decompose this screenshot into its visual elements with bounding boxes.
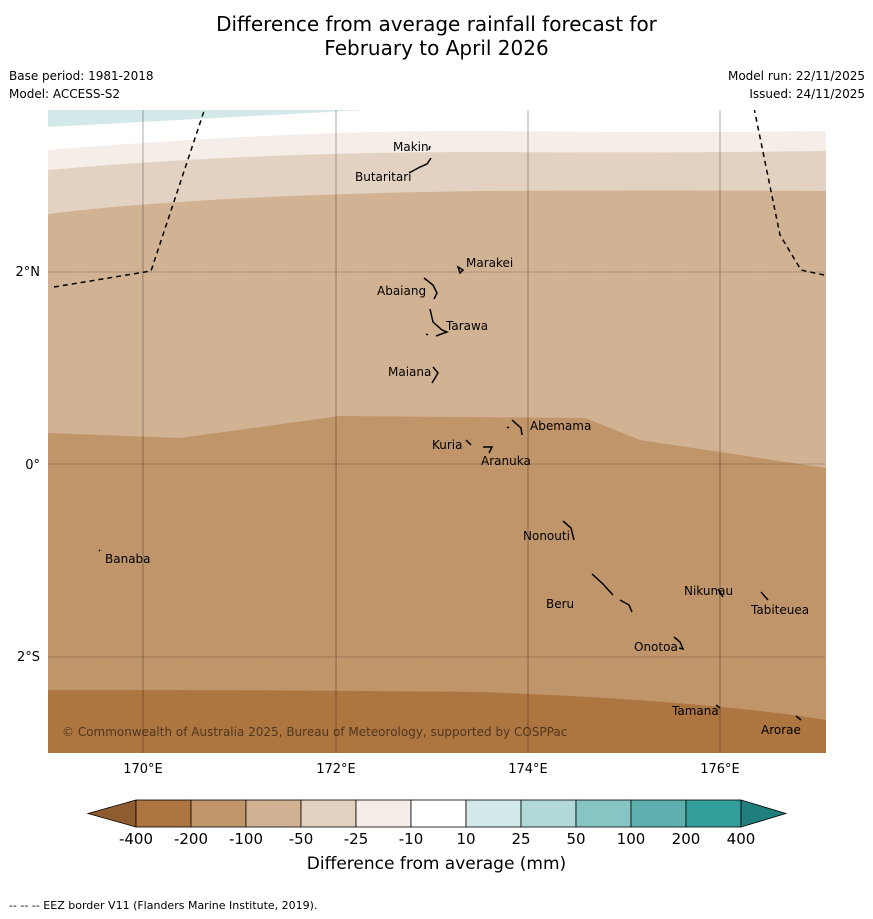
island-labels: Makin Butaritari Marakei Abaiang Tarawa Maian… <box>105 140 809 737</box>
lon-tick-label: 174°E <box>508 762 548 777</box>
colorbar-under-arrow <box>86 799 137 828</box>
meta-left: Base period: 1981-2018 Model: ACCESS-S2 <box>9 67 154 103</box>
colorbar-swatch <box>245 799 302 828</box>
island-nonouti <box>562 520 575 541</box>
lon-tick-label: 176°E <box>700 762 740 777</box>
issued-date: Issued: 24/11/2025 <box>749 87 865 101</box>
colorbar-tick-label: -100 <box>229 830 263 848</box>
island-label-nonouti: Nonouti <box>523 529 570 543</box>
island-banaba <box>98 549 101 552</box>
model-name: Model: ACCESS-S2 <box>9 87 121 101</box>
island-marakei <box>456 265 465 275</box>
island-label-abaiang: Abaiang <box>377 284 426 298</box>
meta-right: Model run: 22/11/2025 Issued: 24/11/2025 <box>728 67 865 103</box>
model-run: Model run: 22/11/2025 <box>727 69 865 83</box>
island-abemama <box>506 419 523 436</box>
colorbar-over-arrow <box>740 799 788 828</box>
island-label-maiana: Maiana <box>388 365 431 379</box>
graticule <box>48 110 826 753</box>
colorbar-swatch <box>520 799 577 828</box>
base-period: Base period: 1981-2018 <box>9 69 154 83</box>
island-label-abemama: Abemama <box>530 419 591 433</box>
island-label-kuria: Kuria <box>432 438 463 452</box>
colorbar-tick-label: 200 <box>672 830 701 848</box>
island-outlines <box>98 145 802 721</box>
colorbar-tick-label: -10 <box>399 830 424 848</box>
colorbar-tick-label: -25 <box>344 830 369 848</box>
island-tabiteuea <box>591 573 633 613</box>
island-label-butaritari: Butaritari <box>355 170 412 184</box>
lat-tick-label: 2°N <box>16 265 41 280</box>
island-aranuka <box>483 446 494 454</box>
island-arorae <box>795 715 802 721</box>
island-beru <box>717 588 724 598</box>
colorbar-swatch <box>135 799 192 828</box>
island-label-aranuka: Aranuka <box>481 454 531 468</box>
colorbar-tick-label: -50 <box>289 830 314 848</box>
band-minus400-minus200 <box>48 690 826 753</box>
colorbar-swatch <box>355 799 412 828</box>
lon-tick-label: 170°E <box>123 762 163 777</box>
island-label-beru: Beru <box>546 597 574 611</box>
colorbar-tick-label: 100 <box>617 830 646 848</box>
island-label-nikunau: Nikunau <box>684 584 733 598</box>
island-label-marakei: Marakei <box>466 256 513 270</box>
lat-tick-label: 2°S <box>17 650 40 665</box>
island-label-arorae: Arorae <box>761 723 801 737</box>
eez-footnote: -- -- -- EEZ border V11 (Flanders Marine… <box>9 899 318 912</box>
island-makin <box>428 145 431 151</box>
rainfall-bands: Makin Butaritari Marakei Abaiang Tarawa Maian… <box>48 110 826 753</box>
island-label-tamana: Tamana <box>671 704 719 718</box>
colorbar-swatch <box>190 799 247 828</box>
colorbar-swatch <box>410 799 467 828</box>
eez-border <box>53 110 825 288</box>
island-label-tabiteuea: Tabiteuea <box>750 603 809 617</box>
longitude-tick-labels: 170°E 172°E 174°E 176°E <box>123 762 740 777</box>
island-maiana <box>431 366 439 384</box>
band-10-25 <box>48 110 365 127</box>
island-label-banaba: Banaba <box>105 552 151 566</box>
island-tarawa <box>425 308 450 337</box>
island-butaritari <box>408 157 432 174</box>
colorbar-tick-label: -200 <box>174 830 208 848</box>
island-label-onotoa: Onotoa <box>634 640 678 654</box>
colorbar-tick-label: 400 <box>727 830 756 848</box>
colorbar-tick-label: 10 <box>456 830 475 848</box>
colorbar-tick-label: -400 <box>119 830 153 848</box>
island-label-makin: Makin <box>393 140 429 154</box>
island-abaiang <box>423 277 438 300</box>
island-onotoa <box>673 636 685 651</box>
colorbar-tick-label: 50 <box>566 830 585 848</box>
copyright-notice: © Commonwealth of Australia 2025, Bureau… <box>62 725 567 739</box>
title-line-1: Difference from average rainfall forecas… <box>216 12 657 36</box>
colorbar-swatch <box>465 799 522 828</box>
colorbar-label: Difference from average (mm) <box>306 854 567 874</box>
colorbar: -400 -200 -100 -50 -25 -10 10 25 50 100 200 400 <box>86 799 788 848</box>
colorbar-swatch <box>630 799 687 828</box>
title-line-2: February to April 2026 <box>324 36 549 60</box>
band-minus200-minus100 <box>48 416 826 753</box>
colorbar-swatch <box>575 799 632 828</box>
lat-tick-label: 0° <box>25 458 40 473</box>
island-tamana <box>715 704 721 709</box>
map-title: Difference from average rainfall forecas… <box>0 12 873 60</box>
lon-tick-label: 172°E <box>316 762 356 777</box>
island-nikunau <box>760 591 769 601</box>
colorbar-tick-label: 25 <box>511 830 530 848</box>
island-label-tarawa: Tarawa <box>445 319 488 333</box>
colorbar-swatch <box>685 799 742 828</box>
latitude-tick-labels: 2°N 0° 2°S <box>16 265 41 665</box>
colorbar-swatch <box>300 799 357 828</box>
island-kuria <box>465 439 472 446</box>
